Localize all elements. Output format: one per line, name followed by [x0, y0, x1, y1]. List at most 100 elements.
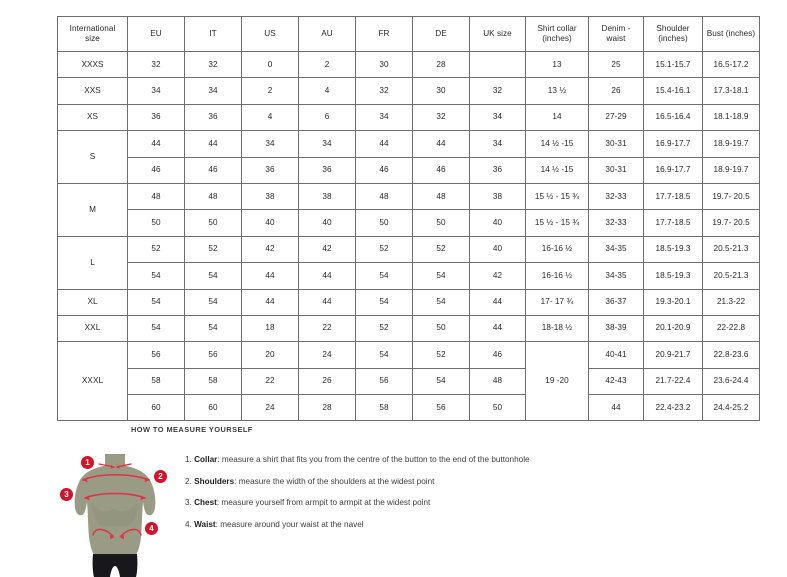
cell-bust: 22-22.8: [702, 314, 760, 343]
cell-au: 2: [298, 50, 356, 79]
cell-shoulder: 15.4-16.1: [643, 77, 703, 105]
table-row: 60 60 24 28 58 56 50 44 22.4-23.2 24.4-25.2: [58, 394, 760, 422]
header-line: Shirt collar: [537, 23, 577, 33]
cell-denim: 36-37: [588, 288, 644, 316]
measure-badge-2: 2: [154, 470, 167, 483]
cell-shirt-collar: 16-16 ½: [525, 235, 589, 264]
cell-au: 22: [298, 314, 356, 343]
cell-shoulder: 16.5-16.4: [643, 103, 703, 132]
cell-eu: 46: [127, 156, 185, 184]
cell-fr: 32: [355, 77, 413, 105]
instruction-text: : measure yourself from armpit to armpit…: [216, 498, 431, 508]
cell-fr: 30: [355, 50, 413, 79]
cell-eu: 60: [127, 394, 185, 422]
cell-denim: 38-39: [588, 314, 644, 343]
cell-shirt-collar: 19 -20: [525, 341, 589, 422]
cell-bust: 17.3-18.1: [702, 77, 760, 105]
column-header-au: AU: [298, 16, 356, 52]
column-header-it: IT: [184, 16, 242, 52]
cell-de: 54: [412, 288, 470, 316]
cell-shirt-collar: 14 ½ -15: [525, 130, 589, 158]
cell-uk: 44: [469, 288, 526, 316]
cell-us: 24: [241, 394, 299, 422]
cell-uk: 40: [469, 209, 526, 237]
header-line: Shoulder: [656, 23, 690, 33]
cell-au: 24: [298, 341, 356, 369]
table-row: XXXL 56 56 20 24 54 52 46 19 -20 40-41 20.9-21.7 22…: [57, 341, 760, 422]
cell-shoulder: 19.3-20.1: [643, 288, 703, 316]
cell-shoulder: 18.5-19.3: [643, 262, 703, 290]
cell-au: 6: [298, 103, 356, 132]
cell-it: 54: [184, 262, 242, 290]
cell-fr: 34: [355, 103, 413, 132]
cell-fr: 52: [355, 235, 413, 264]
cell-fr: 44: [355, 130, 413, 158]
column-header-eu: EU: [127, 16, 185, 52]
cell-us: 4: [241, 103, 299, 132]
size-chart-table: International size EU IT US AU FR DE UK …: [57, 16, 760, 422]
header-line: size: [85, 34, 100, 43]
cell-it: 50: [184, 209, 242, 237]
cell-de: 50: [412, 314, 470, 343]
cell-it: 58: [184, 367, 242, 396]
cell-international-size: XXS: [57, 77, 128, 105]
cell-bust: 23.6-24.4: [702, 367, 760, 396]
cell-international-size: XXXL: [57, 341, 128, 422]
instruction-term: Waist: [194, 519, 216, 529]
cell-uk: 32: [469, 77, 526, 105]
table-row: 46 46 36 36 46 46 36 14 ½ -15 30-31 16.9-17.7 18.9…: [58, 156, 760, 184]
column-header-fr: FR: [355, 16, 413, 52]
cell-bust: 18.9-19.7: [702, 130, 760, 158]
measure-instruction: 3. Chest: measure yourself from armpit t…: [185, 497, 757, 508]
cell-eu: 54: [127, 288, 185, 316]
instruction-number: 1.: [185, 455, 192, 464]
cell-it: 52: [184, 235, 242, 264]
cell-uk: 42: [469, 262, 526, 290]
cell-de: 50: [412, 209, 470, 237]
measure-instructions-list: 1. Collar: measure a shirt that fits you…: [175, 442, 757, 540]
instruction-text: : measure around your waist at the navel: [215, 519, 364, 529]
column-header-us: US: [241, 16, 299, 52]
cell-de: 54: [412, 262, 470, 290]
cell-us: 20: [241, 341, 299, 369]
cell-us: 40: [241, 209, 299, 237]
measure-instruction: 2. Shoulders: measure the width of the s…: [185, 476, 757, 487]
cell-us: 2: [241, 77, 299, 105]
cell-au: 28: [298, 394, 356, 422]
cell-de: 48: [412, 182, 470, 211]
instruction-term: Chest: [194, 498, 217, 508]
cell-shirt-collar: 13 ½: [525, 77, 589, 105]
cell-uk: 44: [469, 314, 526, 343]
cell-shirt-collar: 15 ½ - 15 ¾: [525, 182, 589, 211]
cell-denim: 30-31: [588, 156, 644, 184]
cell-bust: 19.7- 20.5: [702, 209, 760, 237]
cell-us: 42: [241, 235, 299, 264]
instruction-term: Shoulders: [194, 476, 235, 486]
cell-it: 36: [184, 103, 242, 132]
cell-bust: 19.7- 20.5: [702, 182, 760, 211]
cell-denim: 40-41: [588, 341, 644, 369]
cell-shirt-collar: 15 ½ - 15 ¾: [525, 209, 589, 237]
cell-shirt-collar: 14: [525, 103, 589, 132]
cell-us: 36: [241, 156, 299, 184]
cell-international-size: XXL: [57, 314, 128, 343]
cell-bust: 21.3-22: [702, 288, 760, 316]
table-row: XXS 34 34 2 4 32 30 32 13 ½ 26 15.4-16.1 17.3-18.1: [57, 77, 760, 105]
how-to-measure-section: HOW TO MEASURE YOURSELF: [57, 425, 757, 577]
cell-uk: 50: [469, 394, 526, 422]
column-header-de: DE: [412, 16, 470, 52]
cell-shirt-collar: 13: [525, 50, 589, 79]
column-header-bust: Bust (inches): [702, 16, 760, 52]
cell-international-size: XS: [57, 103, 128, 132]
measure-badge-1: 1: [81, 456, 94, 469]
cell-shoulder: 16.9-17.7: [643, 130, 703, 158]
instruction-term: Collar: [194, 455, 218, 464]
cell-de: 56: [412, 394, 470, 422]
table-row: XXXS 32 32 0 2 30 28 13 25 15.1-15.7 16.5-17.2: [57, 50, 760, 79]
column-header-shirt-collar: Shirt collar (inches): [525, 16, 589, 52]
instruction-number: 2.: [185, 476, 192, 486]
cell-eu: 54: [127, 314, 185, 343]
measure-body: 1 2 3 4 1. Collar: measure a shirt that …: [57, 442, 757, 577]
cell-eu: 58: [127, 367, 185, 396]
cell-uk: 48: [469, 367, 526, 396]
